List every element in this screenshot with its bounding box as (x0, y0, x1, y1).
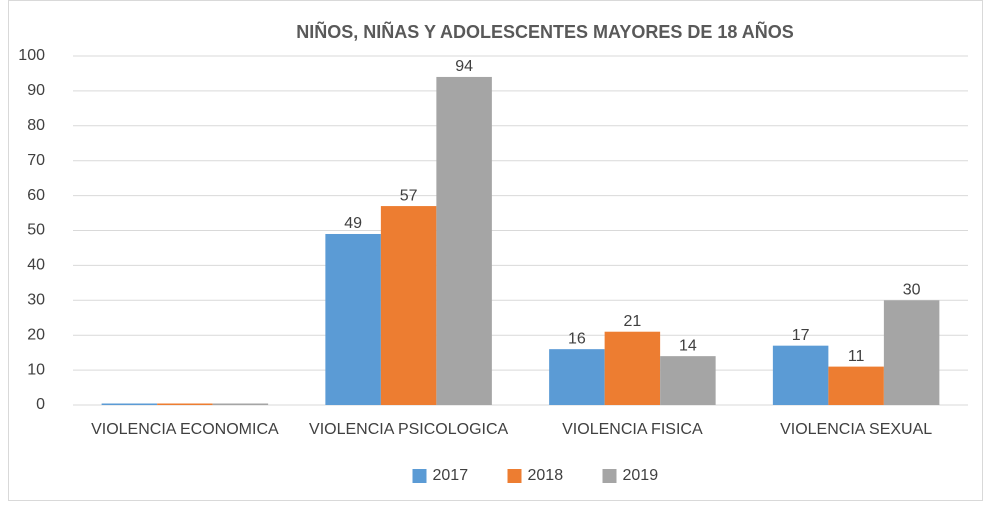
legend-label: 2017 (433, 467, 469, 484)
legend-label: 2018 (528, 467, 564, 484)
bar (325, 233, 381, 405)
y-tick-label: 30 (27, 292, 45, 309)
bar (549, 349, 605, 405)
legend-swatch (507, 469, 522, 483)
y-tick-label: 70 (27, 152, 45, 169)
x-tick-label: VIOLENCIA PSICOLOGICA (309, 421, 509, 438)
data-label: 14 (679, 337, 697, 354)
y-tick-label: 90 (27, 82, 45, 99)
legend-swatch (602, 469, 617, 483)
bar (101, 403, 158, 405)
bar (157, 403, 213, 405)
bar (828, 366, 884, 405)
data-label: 94 (455, 58, 473, 75)
x-tick-label: VIOLENCIA FISICA (562, 421, 703, 438)
y-tick-label: 20 (27, 326, 45, 343)
legend-swatch (412, 469, 427, 483)
x-tick-label: VIOLENCIA ECONOMICA (91, 421, 279, 438)
data-label: 30 (903, 282, 921, 299)
data-label: 16 (568, 330, 586, 347)
bar (436, 76, 492, 405)
data-label: 21 (623, 313, 641, 330)
bar (660, 356, 716, 405)
y-tick-label: 60 (27, 187, 45, 204)
data-label: 49 (344, 215, 362, 232)
bar (212, 403, 269, 405)
data-label: 57 (400, 187, 418, 204)
chart-border (8, 0, 983, 501)
bar (772, 345, 829, 405)
data-label: 17 (792, 327, 810, 344)
y-tick-label: 0 (36, 396, 45, 413)
chart-title: NIÑOS, NIÑAS Y ADOLESCENTES MAYORES DE 1… (296, 21, 793, 42)
bar (380, 206, 437, 405)
y-tick-label: 80 (27, 117, 45, 134)
y-tick-label: 10 (27, 361, 45, 378)
x-tick-label: VIOLENCIA SEXUAL (780, 421, 932, 438)
data-label: 11 (848, 348, 865, 365)
y-tick-label: 50 (27, 222, 45, 239)
bar (604, 331, 661, 405)
legend-label: 2019 (623, 467, 659, 484)
y-tick-label: 40 (27, 257, 45, 274)
y-tick-label: 100 (18, 47, 45, 64)
bar (883, 300, 940, 405)
